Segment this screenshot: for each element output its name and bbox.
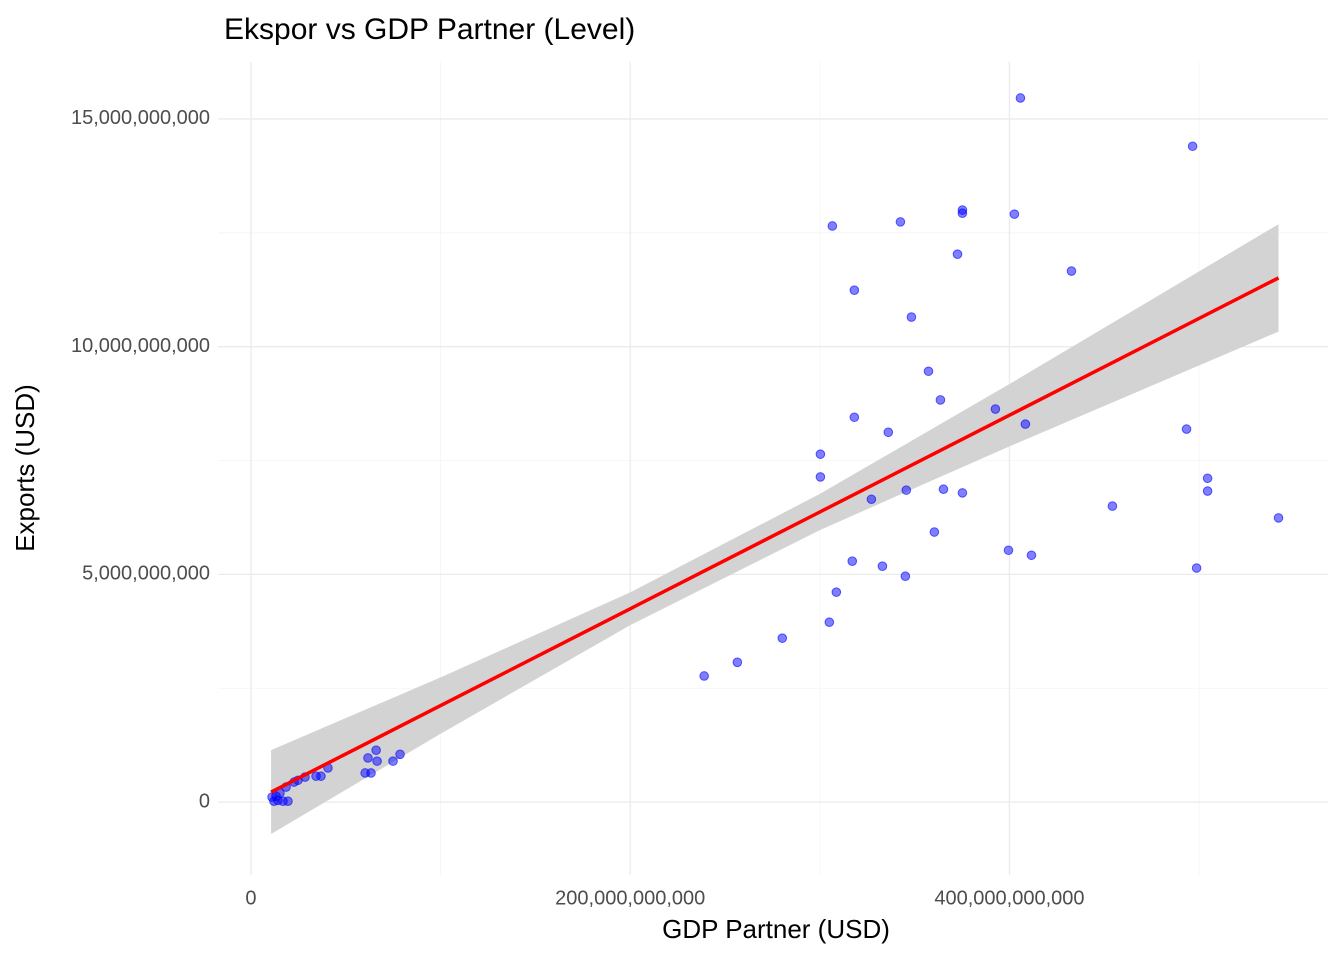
point bbox=[1191, 563, 1202, 573]
point bbox=[847, 556, 858, 566]
point bbox=[938, 484, 949, 495]
point bbox=[1107, 501, 1118, 511]
y-axis-label: Exports (USD) bbox=[10, 384, 40, 552]
point bbox=[1273, 513, 1284, 523]
point bbox=[1181, 424, 1192, 434]
point bbox=[1026, 550, 1037, 561]
point bbox=[866, 494, 877, 505]
point bbox=[1003, 545, 1014, 556]
y-tick-label: 15,000,000,000 bbox=[71, 107, 210, 129]
point bbox=[366, 768, 376, 778]
point bbox=[363, 753, 373, 763]
point bbox=[895, 217, 906, 227]
point bbox=[935, 395, 946, 405]
point bbox=[699, 671, 709, 681]
point bbox=[1202, 473, 1213, 484]
point bbox=[901, 485, 912, 495]
fit-line bbox=[270, 276, 1280, 794]
point bbox=[1187, 141, 1198, 152]
point bbox=[929, 527, 940, 537]
point bbox=[952, 249, 963, 260]
point bbox=[990, 404, 1001, 414]
point bbox=[815, 449, 826, 459]
y-tick-label: 10,000,000,000 bbox=[71, 335, 210, 357]
point bbox=[957, 208, 968, 219]
x-tick-label: 200,000,000,000 bbox=[555, 887, 705, 909]
y-tick-label: 0 bbox=[199, 790, 210, 812]
x-axis-label: GDP Partner (USD) bbox=[662, 914, 890, 944]
point bbox=[1009, 209, 1020, 219]
point bbox=[1020, 419, 1031, 429]
point bbox=[849, 412, 860, 423]
x-tick-label: 400,000,000,000 bbox=[934, 887, 1084, 909]
point bbox=[883, 427, 894, 438]
point bbox=[372, 756, 382, 766]
point bbox=[388, 756, 398, 766]
point bbox=[283, 796, 293, 807]
point bbox=[1202, 486, 1213, 496]
point bbox=[923, 366, 934, 377]
x-tick-label: 0 bbox=[245, 887, 256, 909]
confidence-band bbox=[271, 224, 1279, 835]
point bbox=[777, 633, 788, 643]
point bbox=[269, 796, 279, 807]
point bbox=[1015, 93, 1026, 103]
point bbox=[311, 771, 321, 781]
point bbox=[824, 617, 835, 628]
point bbox=[906, 312, 917, 322]
point bbox=[827, 221, 838, 231]
point bbox=[815, 472, 826, 482]
y-tick-label: 5,000,000,000 bbox=[82, 563, 210, 585]
point bbox=[849, 285, 860, 295]
point bbox=[395, 749, 405, 760]
point bbox=[900, 571, 911, 582]
point bbox=[732, 657, 743, 668]
point bbox=[957, 488, 968, 498]
chart-title: Ekspor vs GDP Partner (Level) bbox=[224, 13, 635, 46]
point bbox=[831, 587, 842, 597]
point bbox=[371, 745, 381, 756]
point bbox=[877, 561, 888, 571]
point bbox=[1066, 266, 1077, 276]
